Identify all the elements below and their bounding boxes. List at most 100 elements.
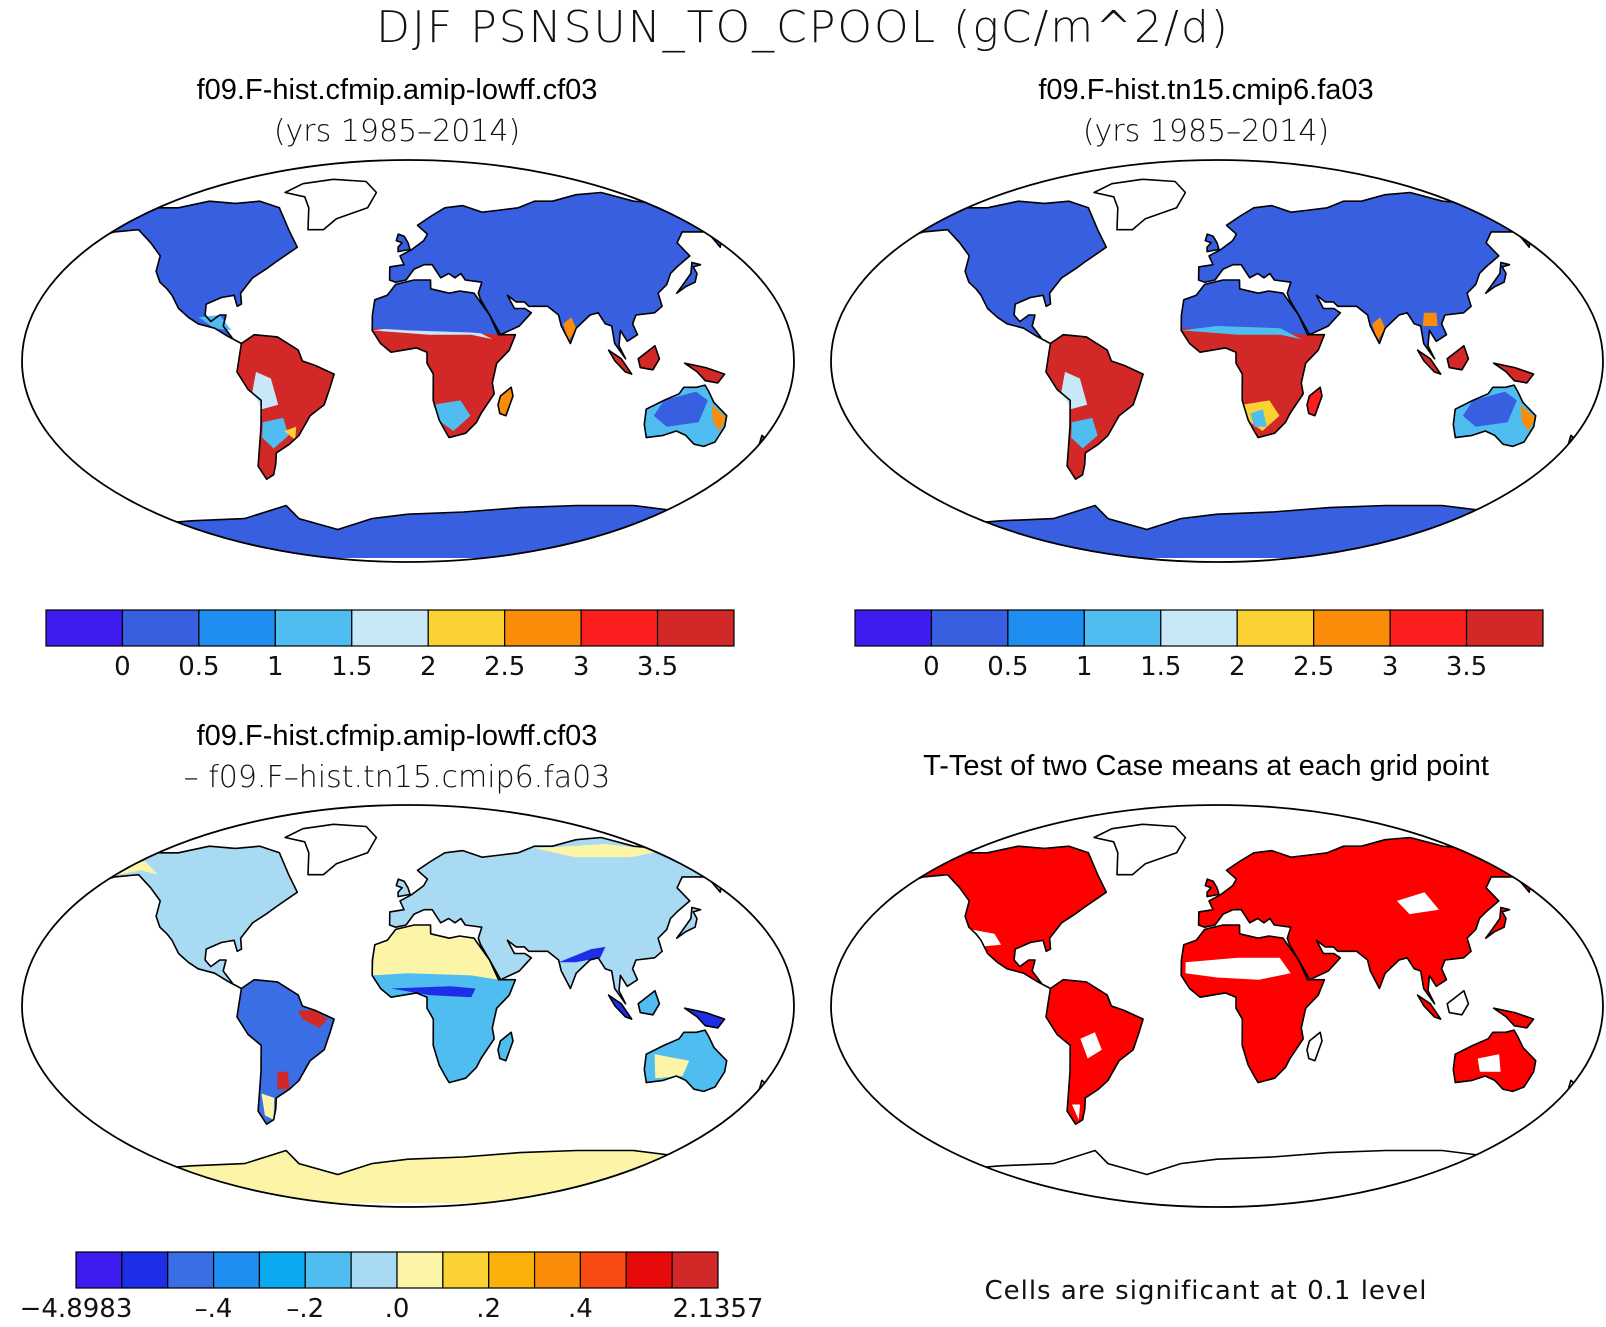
coastline-northAmerica [898, 200, 1108, 345]
coastline-madagascar [1306, 386, 1323, 417]
colorbar-tick-label: 3 [1382, 652, 1399, 682]
land-newGuinea [684, 363, 725, 383]
coastline-southAmerica [1045, 978, 1144, 1126]
colorbar-tick-label: –.4 [195, 1294, 233, 1324]
land-uk [1205, 234, 1219, 252]
coastline-uk [395, 233, 411, 253]
coastline-indonesia2 [1446, 344, 1470, 371]
colorbar-swatch [656, 609, 735, 647]
land-southAmerica [237, 334, 335, 480]
land-newGuinea [684, 1008, 725, 1028]
colorbar-tick-label: 2.1357 [673, 1294, 764, 1324]
coastline-europeAsia [1197, 836, 1558, 1005]
colorbar-swatch [350, 1251, 398, 1289]
colorbar-swatch [1313, 609, 1391, 647]
colorbar-swatch [167, 1251, 215, 1289]
colorbar-tick-label: .0 [385, 1294, 410, 1324]
land-madagascar [1307, 387, 1322, 416]
field-region [1072, 1104, 1081, 1120]
field-region [1520, 404, 1536, 431]
coastline-australia [1452, 384, 1537, 448]
colorbar-swatch [579, 1251, 627, 1289]
land-greenland [285, 824, 377, 875]
coastline-indonesia2 [1446, 989, 1470, 1016]
panel-subtitle-diff: – f09.F–hist.tn15.cmip6.fa03 [183, 760, 611, 795]
field-region [372, 925, 499, 980]
land-indonesia1 [608, 995, 632, 1020]
land-newGuinea [1493, 363, 1534, 383]
colorbar-swatch [1083, 609, 1162, 647]
colorbar-tick-label: –.2 [286, 1294, 324, 1324]
coastline-greenland [284, 823, 378, 876]
coastline-southAmerica [1045, 333, 1144, 481]
land-indonesia1 [608, 350, 632, 375]
field-region [1462, 391, 1517, 427]
colorbar-tick-label: .4 [568, 1294, 593, 1324]
colorbar-swatch [671, 1251, 719, 1289]
panel-subtitle-case1: (yrs 1985–2014) [273, 114, 521, 149]
land-europeAsia [1198, 192, 1557, 359]
land-uk [396, 879, 410, 897]
field-region [1185, 957, 1291, 980]
colorbar-swatch [442, 1251, 490, 1289]
colorbar-tick-label: 0 [923, 652, 940, 682]
land-madagascar [1307, 1032, 1322, 1061]
colorbar-swatch [930, 609, 1009, 647]
coastline-africa [371, 279, 517, 439]
field-region [284, 426, 297, 440]
coastline-africa [1180, 924, 1326, 1084]
coastline-europeAsia [388, 836, 749, 1005]
coastline-japan [675, 261, 702, 294]
map-frame [21, 804, 795, 1208]
coastline-australia [643, 384, 728, 448]
land-indonesia1 [1417, 350, 1441, 375]
field-region [262, 417, 289, 449]
land-indonesia2 [638, 990, 660, 1015]
field-region [261, 1093, 275, 1120]
land-greenland [1094, 824, 1186, 875]
colorbar-swatch [488, 1251, 536, 1289]
coastline-japan [1484, 906, 1511, 939]
coastline-antarctica [889, 1149, 1545, 1176]
coastline-greenland [1093, 178, 1187, 231]
coastline-greenland [1093, 823, 1187, 876]
colorbar-swatch [625, 1251, 673, 1289]
colorbar-diff: −4.8983 –.4 –.2 .0 .2 .4 2.1357 [20, 1251, 764, 1324]
colorbar-swatch [121, 1251, 169, 1289]
field-region [1396, 892, 1439, 915]
colorbar-tick-label: 0.5 [987, 652, 1028, 682]
coastline-uk [1204, 878, 1220, 898]
colorbar-swatch [45, 609, 124, 647]
colorbar-tick-label: 2 [1229, 652, 1246, 682]
colorbar-swatch [1465, 609, 1544, 647]
land-europeAsia [389, 837, 748, 1004]
significance-footnote: Cells are significant at 0.1 level [984, 1276, 1428, 1306]
coastline-antarctica [80, 1149, 736, 1176]
coastline-indonesia1 [1416, 994, 1442, 1020]
colorbar-swatch [580, 609, 659, 647]
land-northAmerica [90, 846, 298, 989]
land-greenland [1094, 179, 1186, 230]
coastline-uk [395, 878, 411, 898]
map-ttest [830, 804, 1604, 1208]
colorbar-swatch [533, 1251, 582, 1289]
colorbar-swatch [1236, 609, 1315, 647]
land-indonesia1 [1417, 995, 1441, 1020]
colorbar-tick-label: 1 [1076, 652, 1093, 682]
map-diff [21, 804, 795, 1208]
coastline-japan [675, 906, 702, 939]
panel-title-ttest: T-Test of two Case means at each grid po… [923, 750, 1489, 782]
colorbar-swatch [1389, 609, 1468, 647]
land-madagascar [498, 387, 513, 416]
map-case2 [830, 159, 1604, 563]
coastline-indonesia2 [637, 344, 661, 371]
colorbar-swatch [212, 1251, 261, 1289]
coastline-newGuinea [1492, 1007, 1535, 1029]
coastline-europeAsia [388, 191, 749, 360]
colorbar-tick-label: 1.5 [331, 652, 372, 682]
coastline-madagascar [1306, 1031, 1323, 1062]
colorbar-tick-label: 3.5 [637, 652, 678, 682]
colorbar-tick-label: 2.5 [1293, 652, 1334, 682]
land-northAmerica [90, 201, 298, 344]
colorbar-swatch [854, 609, 933, 647]
